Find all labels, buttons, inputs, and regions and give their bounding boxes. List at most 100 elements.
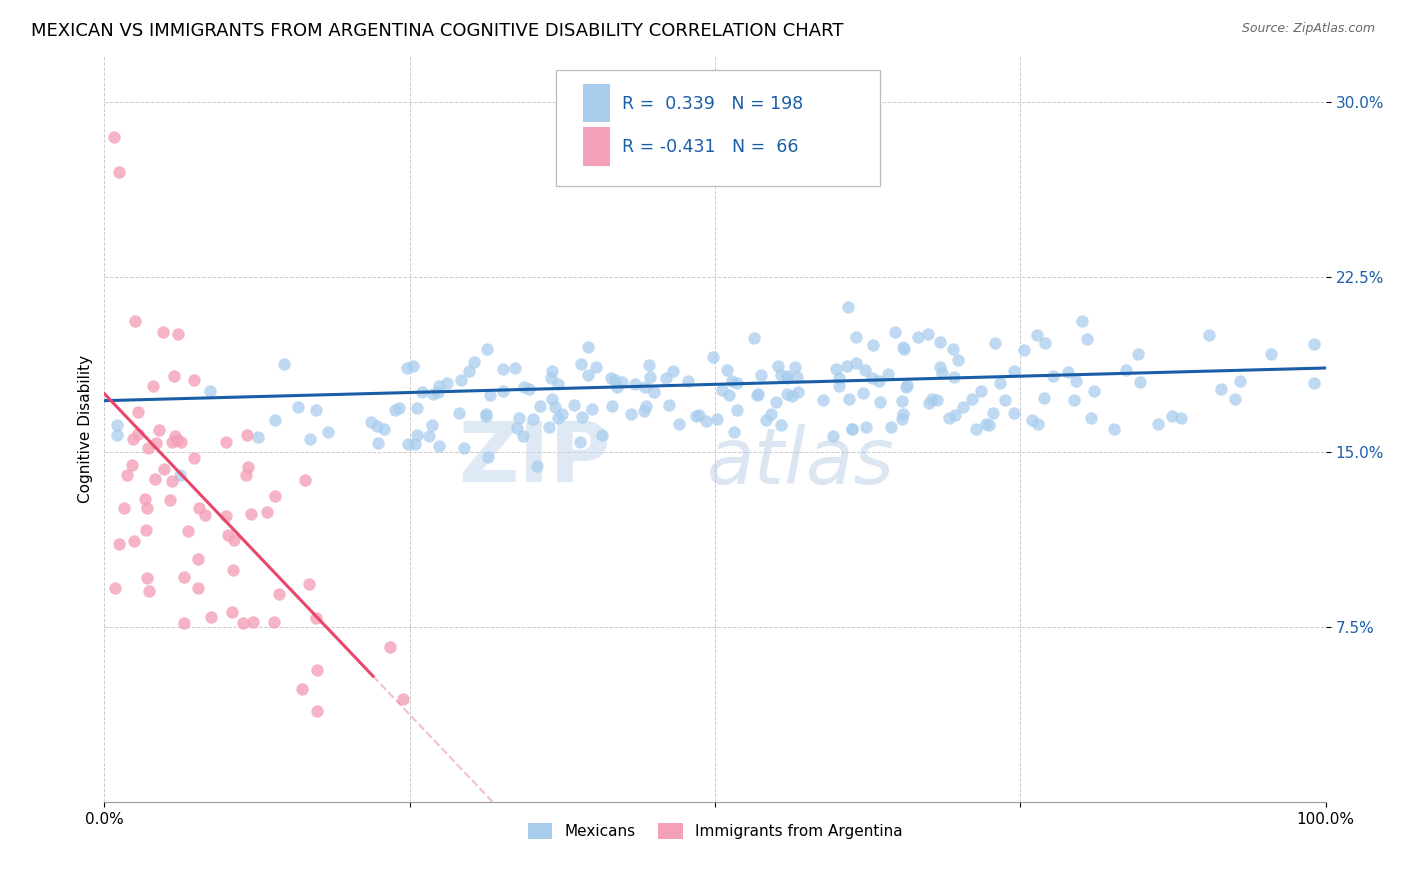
Point [124,313,146,327]
Point [942,343,965,357]
Point [221,605,243,619]
Point [537,420,560,434]
Point [505,360,527,375]
Point [235,468,257,483]
Point [638,369,661,384]
Point [298,576,321,591]
Point [879,420,901,434]
Point [453,441,475,455]
Point [891,394,914,409]
Point [877,367,900,381]
Point [702,350,724,364]
Point [449,406,471,420]
Point [668,417,690,431]
Point [925,392,948,407]
Point [135,523,157,537]
Point [387,401,409,416]
Point [294,473,316,487]
Point [366,419,388,434]
FancyBboxPatch shape [557,70,880,186]
Point [153,462,176,476]
Point [780,389,803,403]
Point [1080,410,1102,425]
Point [235,428,257,442]
Point [200,610,222,624]
Point [173,616,195,631]
Point [267,587,290,601]
Point [136,442,159,456]
Point [755,413,778,427]
Point [406,427,429,442]
Point [1002,407,1025,421]
Point [304,611,326,625]
Point [183,451,205,466]
Point [884,326,907,340]
Point [512,429,534,443]
Point [766,359,789,374]
Point [378,640,401,654]
Point [725,376,748,391]
Point [918,395,941,409]
Point [1083,384,1105,399]
Point [159,493,181,508]
Point [273,357,295,371]
Point [917,327,939,342]
Point [891,407,914,421]
Point [894,380,917,394]
Point [121,458,143,473]
Point [676,375,699,389]
Point [591,427,613,442]
Point [721,374,744,388]
Point [811,392,834,407]
Point [136,501,159,516]
Point [411,384,433,399]
Point [844,330,866,344]
Point [960,392,983,407]
Point [426,385,449,400]
Point [1057,365,1080,379]
Point [427,379,450,393]
Point [222,563,245,577]
Point [236,459,259,474]
Point [1026,417,1049,431]
Point [108,537,131,551]
Point [1102,421,1125,435]
Point [1032,392,1054,406]
Point [723,425,745,440]
Point [134,491,156,506]
FancyBboxPatch shape [583,84,610,122]
Point [360,415,382,429]
Point [946,352,969,367]
Point [396,437,419,451]
Point [634,399,657,413]
FancyBboxPatch shape [583,127,610,166]
Point [1223,392,1246,406]
Point [170,434,193,449]
Text: MEXICAN VS IMMIGRANTS FROM ARGENTINA COGNITIVE DISABILITY CORRELATION CHART: MEXICAN VS IMMIGRANTS FROM ARGENTINA COG… [31,22,844,40]
Point [135,571,157,585]
Point [264,413,287,427]
Point [392,692,415,706]
Point [907,330,929,344]
Point [287,400,309,414]
Point [143,472,166,486]
Point [783,360,806,375]
Point [658,398,681,412]
Point [475,342,498,356]
Point [138,583,160,598]
Point [492,384,515,398]
Point [105,427,128,442]
Point [526,458,548,473]
Point [148,423,170,437]
Point [747,386,769,401]
Point [976,417,998,432]
Point [569,357,592,371]
Point [718,387,741,401]
Point [529,399,551,413]
Point [478,388,501,402]
Point [103,581,125,595]
Point [513,380,536,394]
Point [298,432,321,446]
Point [187,582,209,596]
Point [977,418,1000,433]
